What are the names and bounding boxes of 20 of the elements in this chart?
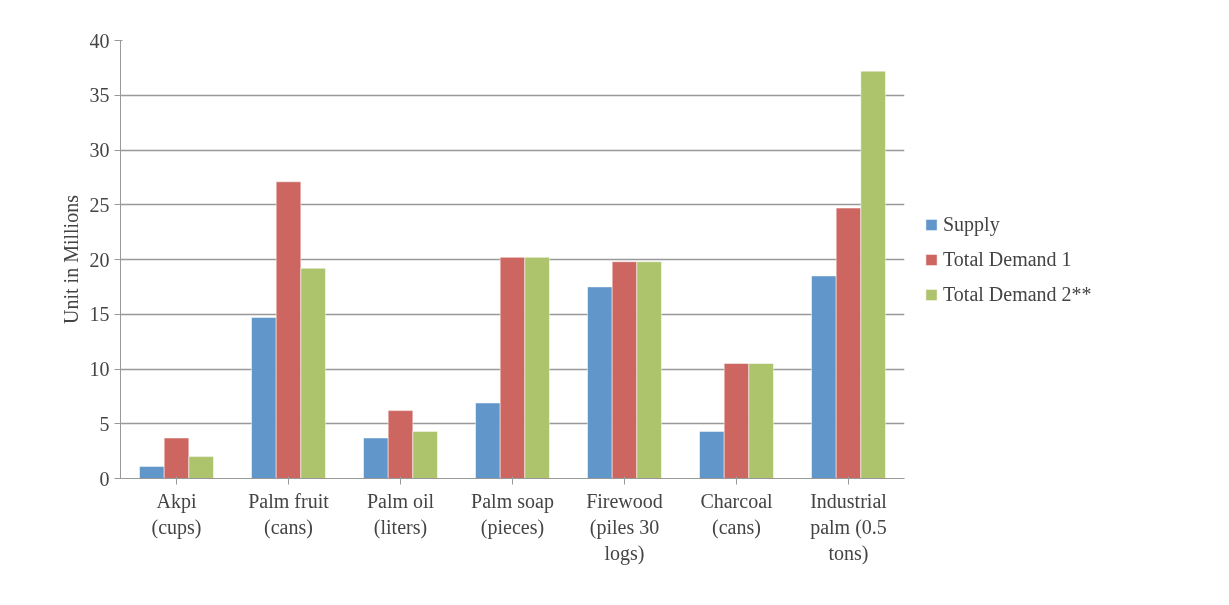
y-tick-label: 20	[89, 248, 110, 271]
x-tick-label: Palm fruit (cans)	[248, 489, 330, 539]
y-tick-label: 10	[89, 358, 110, 380]
y-tick-label: 40	[89, 29, 110, 52]
y-tick-label: 35	[89, 84, 110, 107]
y-tick-label: 30	[89, 139, 110, 161]
y-tick-label: 25	[89, 193, 110, 216]
legend-label: Supply	[943, 212, 1000, 236]
legend-label: Total Demand 1	[943, 247, 1072, 271]
x-tick-label: Palm soap (pieces)	[471, 489, 554, 539]
legend-label: Total Demand 2**	[943, 282, 1092, 306]
x-tick-label: Charcoal (cans)	[700, 489, 774, 539]
x-tick-label: Industrial palm (0.5 tons)	[810, 489, 888, 566]
y-tick-label: 0	[99, 467, 110, 490]
y-tick-label: 5	[99, 412, 110, 435]
y-axis-title: Unit in Millions	[59, 194, 82, 324]
x-tick-label: Firewood (piles 30 logs)	[586, 489, 663, 566]
x-tick-label: Akpi (cups)	[151, 489, 202, 539]
y-tick-label: 15	[89, 303, 110, 326]
x-tick-label: Palm oil (liters)	[366, 489, 435, 539]
